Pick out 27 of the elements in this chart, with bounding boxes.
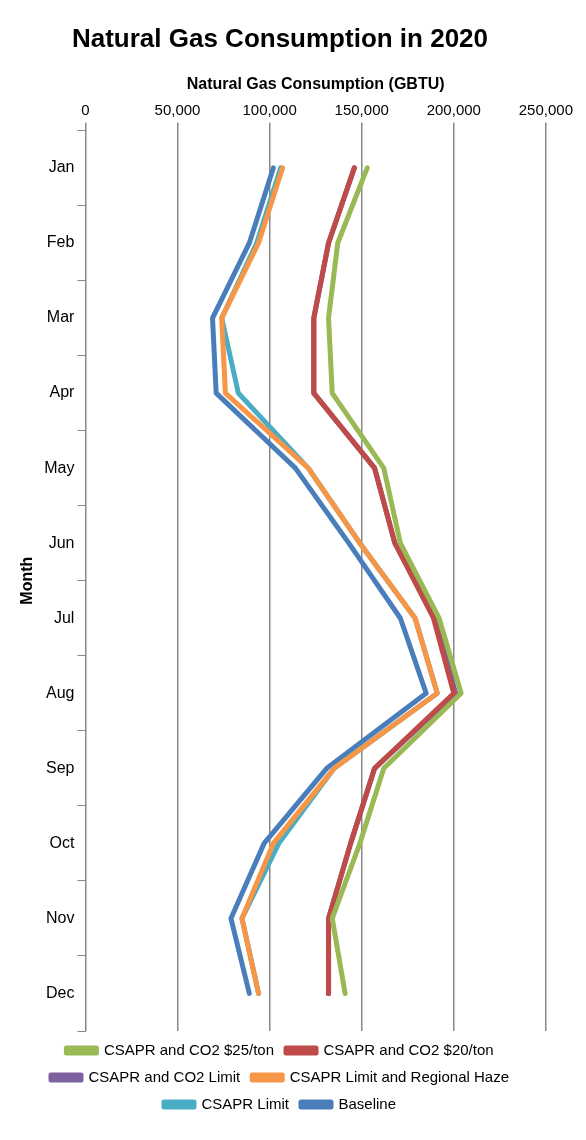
y-tick-label: Nov	[45, 908, 75, 926]
x-tick-label: 200,000	[426, 100, 481, 118]
y-tick-label: Jan	[48, 158, 75, 176]
x-axis-title: Natural Gas Consumption (GBTU)	[186, 75, 445, 93]
chart-title: Natural Gas Consumption in 2020	[71, 22, 489, 53]
y-tick-label: Mar	[46, 308, 76, 326]
y-tick-label: Apr	[49, 383, 76, 401]
y-tick-label: Jul	[53, 608, 75, 626]
x-tick-label: 0	[81, 100, 90, 118]
legend-label: Baseline	[338, 1094, 397, 1112]
y-tick-label: Oct	[49, 833, 75, 851]
y-tick-label: Aug	[45, 683, 75, 701]
y-tick-label: Feb	[46, 233, 75, 251]
x-tick-label: 150,000	[334, 100, 389, 118]
x-tick-label: 100,000	[242, 100, 297, 118]
x-tick-label: 50,000	[154, 100, 201, 118]
y-axis-title: Month	[18, 556, 36, 605]
legend-label: CSAPR and CO2 $20/ton	[323, 1040, 494, 1058]
y-tick-label: Dec	[45, 983, 75, 1001]
legend-label: CSAPR Limit and Regional Haze	[289, 1067, 510, 1085]
y-tick-label: Sep	[45, 758, 75, 776]
x-tick-label: 250,000	[518, 100, 574, 118]
y-tick-label: Jun	[48, 533, 75, 551]
legend-label: CSAPR and CO2 $25/ton	[103, 1040, 275, 1058]
legend-label: CSAPR Limit	[201, 1094, 290, 1112]
y-tick-label: May	[44, 458, 75, 476]
legend-label: CSAPR and CO2 Limit	[88, 1067, 242, 1085]
